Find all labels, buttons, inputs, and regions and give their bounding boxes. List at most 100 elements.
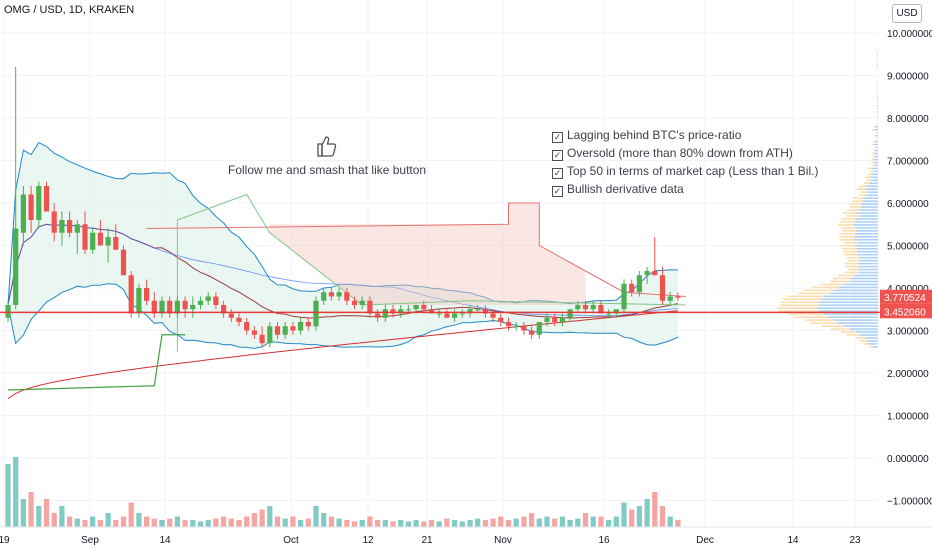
candle-body — [544, 318, 549, 322]
volume-profile-bar — [877, 132, 878, 134]
volume-bar — [213, 519, 218, 527]
candle-body — [29, 195, 34, 221]
volume-profile-bar — [856, 230, 878, 232]
volume-profile-bar — [858, 254, 878, 256]
volume-profile-bar — [853, 200, 863, 202]
volume-profile-bar — [873, 346, 878, 348]
volume-bar — [113, 520, 118, 527]
volume-profile-bar — [872, 144, 875, 146]
volume-profile-bar — [860, 340, 867, 342]
volume-profile-bar — [859, 185, 867, 187]
volume-bar — [668, 517, 673, 528]
volume-bar — [252, 513, 257, 527]
checkbox-icon: ✓ — [552, 132, 563, 143]
volume-bar — [575, 519, 580, 527]
volume-profile-bar — [840, 245, 855, 247]
lower-price-tag: 3.452060 — [880, 304, 932, 318]
volume-profile-bar — [873, 171, 878, 173]
volume-profile-bar — [875, 165, 878, 167]
volume-profile-bar — [856, 218, 878, 220]
volume-bar — [290, 517, 295, 528]
volume-profile-bar — [853, 197, 863, 199]
volume-bar — [421, 521, 426, 527]
time-tick-label: 19 — [0, 535, 10, 546]
candle-body — [313, 301, 318, 327]
volume-profile-bar — [788, 296, 824, 298]
volume-profile-bar — [877, 96, 878, 98]
volume-bar — [13, 457, 18, 527]
volume-profile-bar — [847, 260, 859, 262]
volume-bar — [560, 517, 565, 528]
candle — [44, 182, 49, 212]
price-tick-label: −1.000000 — [887, 497, 932, 508]
volume-profile-bar — [877, 105, 878, 107]
volume-profile-bar — [877, 111, 878, 113]
volume-profile-bar — [868, 174, 872, 176]
volume-bar — [552, 519, 557, 527]
volume-bar — [198, 521, 203, 527]
candle-body — [190, 305, 195, 309]
volume-profile-bar — [877, 55, 878, 57]
volume-profile-bar — [845, 263, 858, 265]
volume-profile-bar — [835, 319, 878, 321]
candle-body — [621, 284, 626, 310]
candle-body — [183, 301, 188, 310]
volume-profile-bar — [863, 200, 878, 202]
price-axis[interactable]: 10.000000 9.000000 8.000000 7.000000 6.00000… — [880, 0, 932, 527]
volume-bar — [144, 517, 149, 528]
volume-profile-bar — [856, 227, 878, 229]
volume-profile-bar — [856, 233, 878, 235]
volume-profile-bar — [875, 156, 878, 158]
volume-bar — [629, 510, 634, 528]
checklist-item: ✓ Bullish derivative data — [552, 182, 818, 200]
volume-bar — [467, 520, 472, 527]
volume-profile-bar — [867, 180, 872, 182]
currency-button[interactable]: USD — [892, 4, 922, 23]
candle — [313, 297, 318, 331]
candle-body — [82, 224, 87, 250]
volume-profile-bar — [877, 138, 878, 140]
volume-profile-bar — [846, 266, 859, 268]
volume-profile-bar — [859, 209, 878, 211]
time-tick-label: 14 — [787, 535, 799, 546]
volume-bar — [5, 464, 10, 527]
candle-body — [475, 309, 480, 310]
volume-profile-bar — [842, 248, 856, 250]
volume-profile-bar — [861, 203, 878, 205]
volume-profile-bar — [865, 337, 878, 339]
volume-bar — [452, 520, 457, 527]
candle-body — [629, 284, 634, 293]
candle-body — [121, 250, 126, 276]
volume-profile-bar — [867, 340, 878, 342]
volume-profile-bar — [841, 218, 856, 220]
volume-bar — [437, 521, 442, 527]
volume-profile-bar — [845, 272, 858, 274]
volume-profile-bar — [844, 254, 858, 256]
volume-bar — [537, 519, 542, 527]
time-axis[interactable]: 19 Sep 14 Oct 12 21 Nov 16 Dec 14 23 — [0, 527, 932, 546]
volume-profile-bar — [857, 251, 878, 253]
volume-profile-bar — [831, 328, 850, 330]
candle-body — [67, 220, 72, 233]
volume-bar — [360, 520, 365, 527]
volume-profile-bar — [877, 84, 878, 86]
volume-profile-bar — [858, 272, 878, 274]
candle-body — [206, 297, 211, 301]
volume-profile-bar — [839, 287, 878, 289]
volume-profile-bar — [812, 287, 838, 289]
volume-profile-bar — [872, 165, 874, 167]
volume-bar — [344, 520, 349, 527]
candle-body — [298, 322, 303, 331]
volume-profile-bar — [877, 52, 878, 54]
candle-body — [521, 326, 526, 330]
price-tick-label: 1.000000 — [887, 412, 929, 423]
candle-body — [529, 331, 534, 335]
volume-profile-bar — [875, 150, 878, 152]
volume-profile-bar — [872, 129, 874, 131]
candle-body — [406, 309, 411, 310]
volume-bar — [36, 506, 41, 527]
volume-profile-bar — [877, 105, 878, 107]
volume-profile-bar — [850, 281, 878, 283]
volume-profile-bar — [864, 182, 870, 184]
